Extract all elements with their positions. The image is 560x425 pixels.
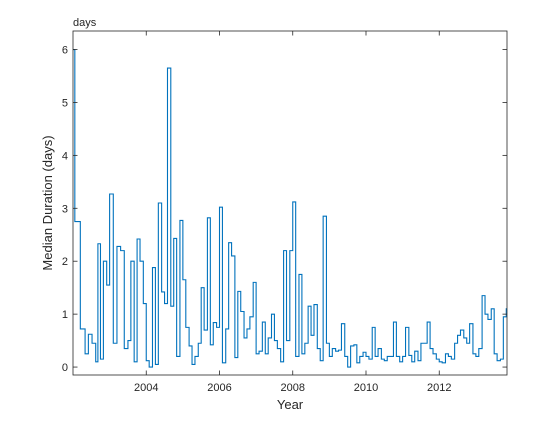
y-axis-label: Median Duration (days)	[40, 135, 55, 270]
axes-box	[72, 30, 508, 376]
y-tick-label: 1	[62, 309, 68, 321]
x-axis-ticks: 2004 2006 2008 2010 2012	[134, 31, 451, 394]
y-tick-label: 6	[62, 45, 68, 57]
y-tick-label: 0	[62, 362, 68, 374]
y-tick-label: 2	[62, 256, 68, 268]
y-unit-label: days	[73, 17, 97, 29]
y-tick-label: 4	[62, 150, 68, 162]
x-tick-label: 2004	[134, 382, 158, 394]
x-tick-label: 2008	[281, 382, 305, 394]
series-line-1	[73, 48, 507, 368]
y-axis-ticks: 0 1 2 3 4 5 6	[62, 45, 507, 374]
x-axis-label: Year	[277, 397, 304, 412]
series-layer	[73, 48, 507, 368]
y-tick-label: 3	[62, 203, 68, 215]
y-tick-label: 5	[62, 97, 68, 109]
x-tick-label: 2006	[207, 382, 231, 394]
x-tick-label: 2012	[427, 382, 451, 394]
x-tick-label: 2010	[354, 382, 378, 394]
